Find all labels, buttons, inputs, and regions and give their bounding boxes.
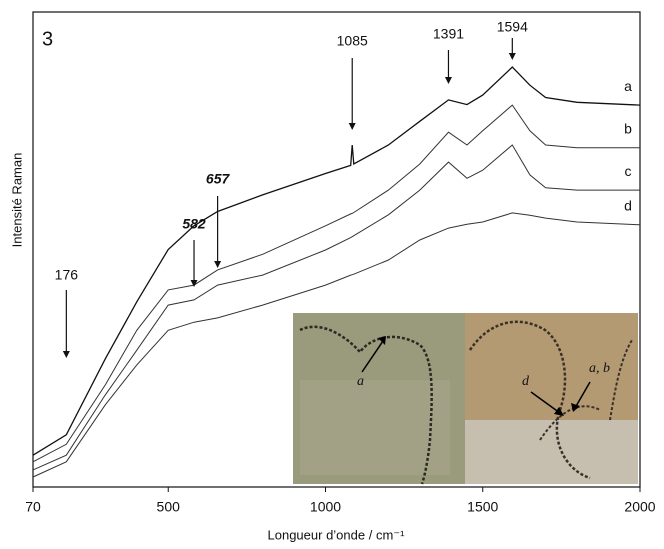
peak-label: 582	[182, 216, 206, 232]
x-tick-label: 500	[157, 499, 181, 515]
spectrum-line	[32, 212, 641, 478]
spectrum-line	[32, 144, 640, 471]
spectrum-line	[32, 104, 640, 463]
series-label: c	[625, 163, 632, 179]
series-label: d	[624, 198, 632, 214]
peak-arrow-head	[444, 77, 452, 84]
inset-drawing	[539, 339, 633, 441]
peak-label: 1594	[497, 19, 528, 35]
inset-arrow-head	[571, 403, 580, 412]
peak-arrow-head	[214, 261, 222, 268]
inset-photo: a d a, b	[293, 313, 638, 485]
peak-arrow-head	[508, 53, 516, 60]
panel-label: 3	[42, 28, 53, 50]
series-label: b	[624, 121, 632, 137]
inset-arrow	[574, 381, 591, 409]
spectrum-line	[32, 66, 641, 456]
inset-label: a, b	[589, 361, 610, 376]
plot-frame	[32, 11, 641, 488]
inset-drawing	[299, 325, 433, 485]
series-label: a	[624, 78, 632, 94]
inset-drawing	[468, 320, 591, 480]
x-axis-label: Longueur d’onde / cm⁻¹	[268, 527, 406, 542]
peak-arrow-head	[190, 280, 198, 287]
x-tick-label: 2000	[624, 499, 655, 515]
peak-label: 1085	[337, 33, 368, 49]
y-axis-label: Intensité Raman	[9, 153, 24, 248]
inset-texture	[465, 420, 638, 484]
inset-arrow	[530, 391, 561, 414]
peak-label: 1391	[433, 26, 464, 42]
inset-arrow-head	[554, 407, 564, 416]
peak-arrow-head	[62, 351, 70, 358]
x-tick-label: 1000	[310, 499, 341, 515]
inset-arrow-head	[378, 336, 386, 345]
inset-texture	[300, 380, 450, 475]
inset-label: a	[357, 374, 364, 389]
x-tick-label: 70	[25, 499, 41, 515]
inset-arrow	[361, 340, 384, 373]
x-tick-label: 1500	[467, 499, 498, 515]
peak-label: 176	[55, 267, 79, 283]
peak-label: 657	[206, 171, 231, 187]
inset-label: d	[522, 374, 530, 389]
peak-arrow-head	[348, 123, 356, 130]
